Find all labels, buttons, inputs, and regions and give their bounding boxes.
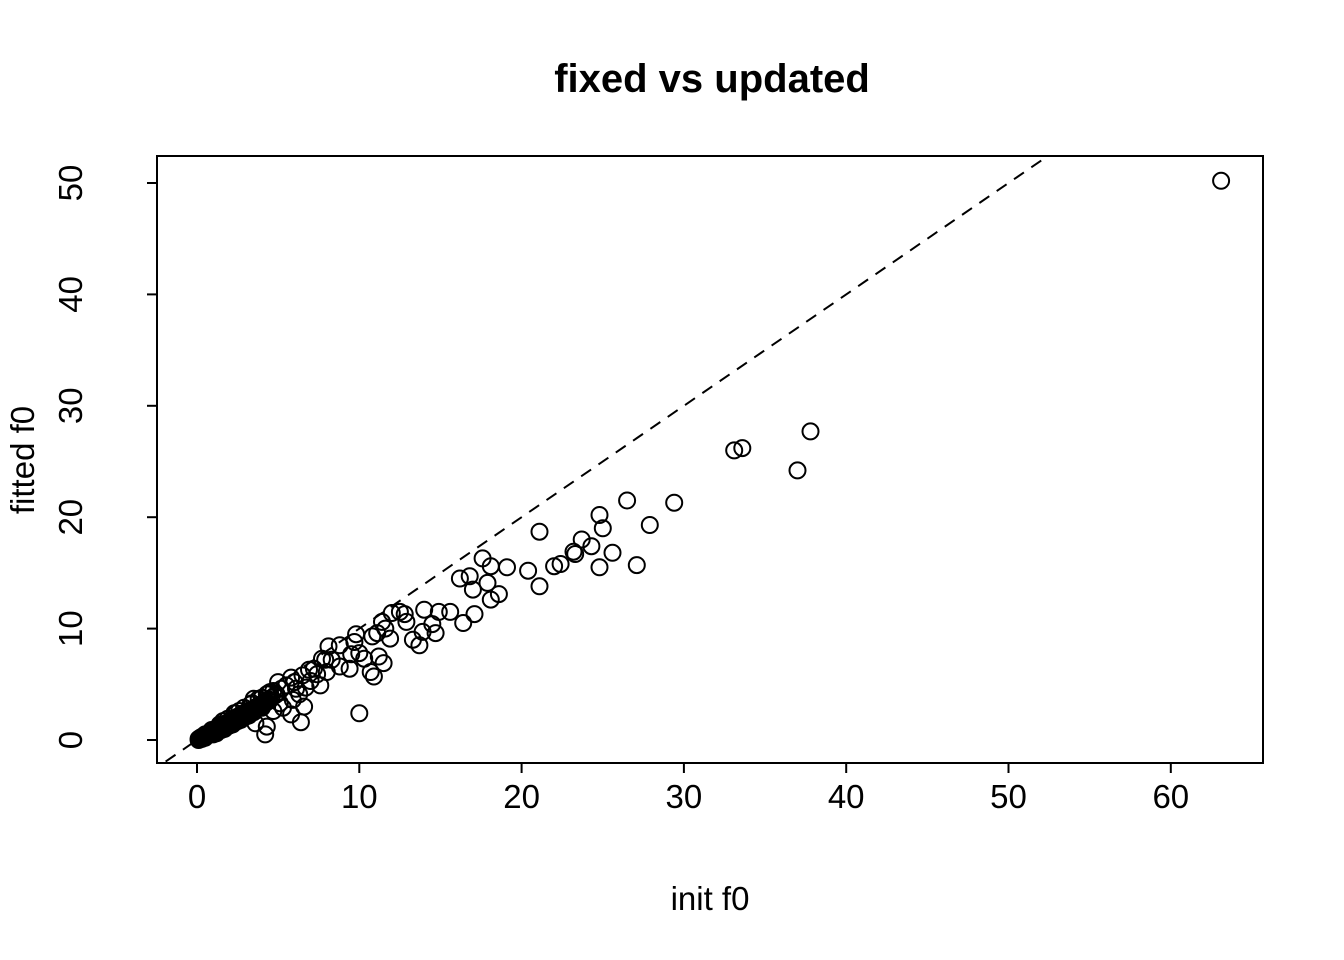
y-axis-label: fitted f0 [4, 406, 41, 514]
data-point [1212, 171, 1231, 190]
data-point [450, 569, 469, 588]
data-point [665, 493, 684, 512]
data-point [415, 600, 434, 619]
data-point [291, 713, 310, 732]
y-tick-label: 50 [52, 165, 89, 202]
y-tick-label: 30 [52, 387, 89, 424]
data-point [410, 636, 429, 655]
data-point [640, 516, 659, 534]
data-point [342, 645, 361, 664]
data-point [618, 491, 637, 510]
data-point [382, 604, 401, 622]
data-point [530, 577, 549, 596]
data-point [545, 557, 564, 576]
y-tick-label: 20 [52, 499, 89, 536]
data-points [189, 171, 1231, 749]
data-point [593, 519, 612, 538]
data-point [603, 543, 622, 562]
x-tick-label: 10 [341, 778, 378, 815]
x-tick-label: 30 [666, 778, 703, 815]
data-point [241, 695, 260, 714]
data-point [269, 673, 288, 692]
x-tick-label: 20 [503, 778, 540, 815]
plot-box [156, 155, 1264, 764]
y-tick-label: 40 [52, 276, 89, 313]
data-point [572, 530, 591, 549]
data-point [262, 688, 281, 707]
y-axis-ticks: 0 10 20 30 40 50 [52, 165, 157, 749]
data-point [316, 650, 335, 669]
x-tick-label: 40 [828, 778, 865, 815]
reference-line-group [161, 156, 1050, 763]
data-point [590, 558, 609, 577]
data-point [478, 573, 497, 592]
data-point [463, 580, 482, 599]
data-point [376, 619, 395, 638]
data-point [267, 685, 286, 704]
data-point [350, 644, 369, 663]
x-tick-label: 60 [1152, 778, 1189, 815]
data-point [530, 522, 549, 541]
x-tick-label: 0 [188, 778, 206, 815]
data-point [225, 704, 244, 723]
data-point [361, 663, 380, 681]
data-point [350, 704, 369, 723]
data-point [257, 717, 276, 736]
x-tick-label: 50 [990, 778, 1027, 815]
data-point [725, 441, 744, 460]
data-point [564, 542, 583, 561]
data-point [441, 602, 460, 621]
data-point [498, 558, 516, 577]
data-point [429, 602, 448, 621]
data-point [311, 676, 330, 695]
y-tick-label: 0 [52, 731, 89, 749]
data-point [473, 549, 492, 568]
data-point [395, 605, 414, 624]
x-axis-ticks: 0 10 20 30 40 50 60 [188, 763, 1189, 815]
data-point [397, 612, 416, 631]
x-axis-label: init f0 [671, 880, 750, 917]
data-point [300, 660, 318, 679]
data-point [519, 561, 538, 580]
data-point [627, 556, 646, 575]
data-point [287, 679, 305, 698]
y-tick-label: 10 [52, 610, 89, 647]
data-point [256, 725, 275, 744]
data-point [330, 657, 349, 676]
data-point [347, 625, 366, 644]
data-point [582, 537, 601, 556]
data-point [257, 685, 276, 704]
data-point [566, 545, 585, 563]
plot-title: fixed vs updated [554, 57, 870, 101]
data-point [403, 630, 422, 649]
data-point [296, 678, 315, 697]
data-point [374, 654, 393, 673]
data-point [202, 721, 221, 739]
data-point [788, 461, 807, 480]
data-point [465, 605, 484, 624]
data-point [283, 690, 302, 709]
data-point [364, 667, 383, 686]
data-point [733, 439, 752, 458]
data-point [330, 636, 349, 655]
data-point [340, 659, 359, 678]
data-point [460, 567, 479, 586]
data-point [801, 422, 820, 441]
data-point [590, 506, 609, 524]
identity-line [161, 156, 1050, 763]
data-point [481, 590, 500, 609]
data-point [454, 614, 473, 632]
data-point [426, 624, 445, 643]
